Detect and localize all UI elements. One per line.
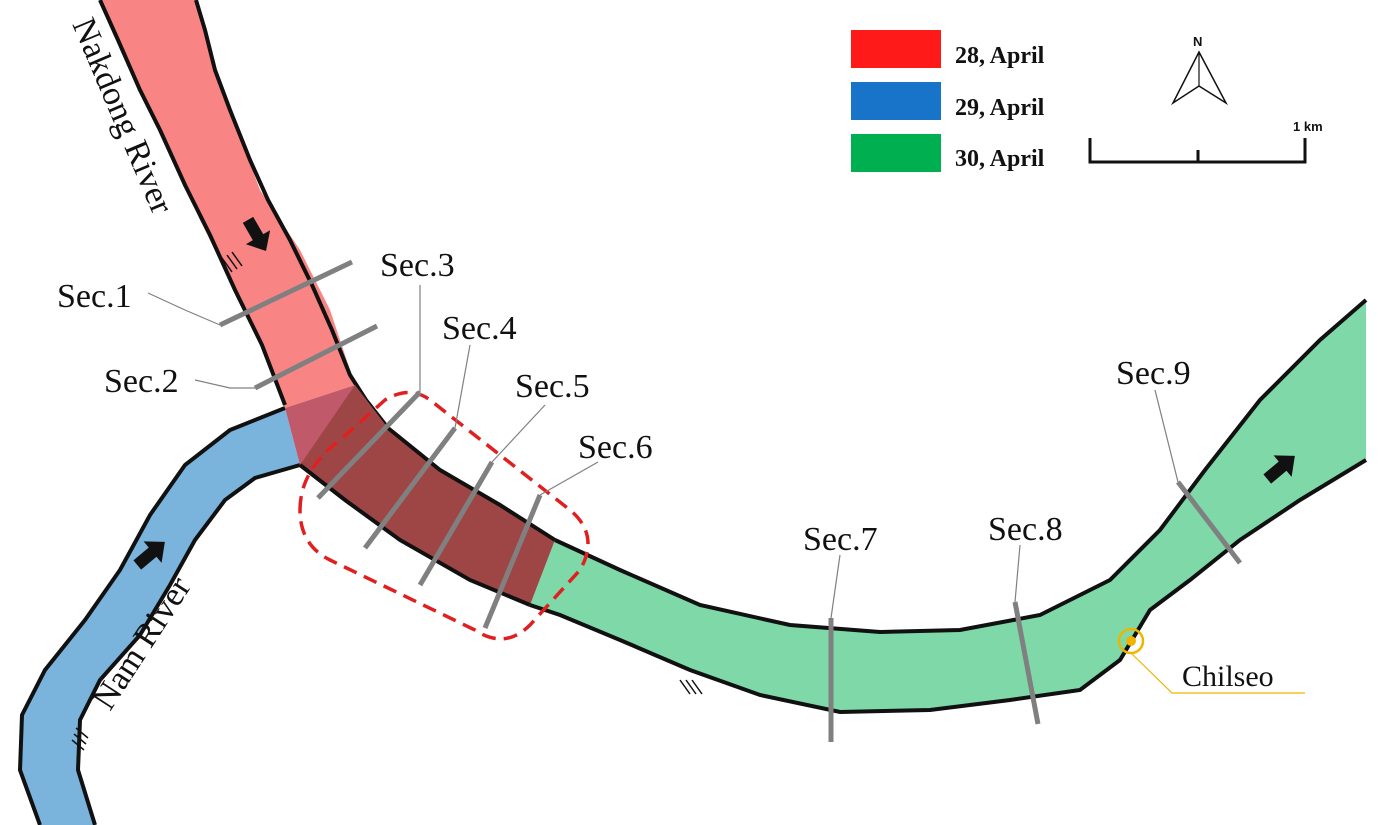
nakdong-east-bank xyxy=(194,0,390,430)
flow-arrow-nakdong xyxy=(242,216,271,252)
sec2-label: Sec.2 xyxy=(104,363,179,400)
sec9-leader xyxy=(1154,389,1179,483)
scale-label: 1 km xyxy=(1293,119,1323,134)
north-arrow-icon xyxy=(1171,50,1228,106)
highlight-box xyxy=(298,390,590,641)
downstream-south-bank xyxy=(529,458,1368,715)
embankment-hatch xyxy=(71,251,703,751)
sec6-leader xyxy=(539,461,599,496)
nakdong-west-bank xyxy=(98,0,287,406)
flow-arrow-downstream xyxy=(1263,455,1295,484)
legend-swatch-28-april xyxy=(851,30,941,68)
chilseo-label: Chilseo xyxy=(1182,660,1274,693)
sec4-line xyxy=(363,426,457,550)
nam-west-bank xyxy=(17,406,286,825)
sec9-label: Sec.9 xyxy=(1116,355,1191,392)
nakdong-reach xyxy=(100,0,355,408)
sec8-line xyxy=(1012,601,1041,725)
sec5-label: Sec.5 xyxy=(515,368,590,405)
sec5-leader xyxy=(491,404,546,463)
sec1-line xyxy=(218,259,354,328)
sec3-label: Sec.3 xyxy=(380,247,455,284)
legend-swatch-30-april xyxy=(851,134,941,172)
north-label: N xyxy=(1193,34,1202,49)
chilseo-marker xyxy=(1117,627,1305,694)
legend-label-30-april: 30, April xyxy=(955,146,1045,172)
downstream-north-bank xyxy=(554,298,1368,635)
sec9-line xyxy=(1176,480,1242,565)
sec8-leader xyxy=(1014,544,1021,603)
legend-label-29-april: 29, April xyxy=(955,95,1045,121)
sec6-line xyxy=(482,494,543,629)
sec1-leader xyxy=(147,292,221,326)
sec1-label: Sec.1 xyxy=(57,278,132,315)
legend-label-28-april: 28, April xyxy=(955,43,1045,69)
overlap-zone xyxy=(300,385,555,605)
legend-swatch-29-april xyxy=(851,82,941,120)
sec7-label: Sec.7 xyxy=(803,521,878,558)
sec4-label: Sec.4 xyxy=(442,310,517,347)
legend: 28, April 29, April 30, April xyxy=(851,30,1045,172)
flow-arrow-nam xyxy=(133,541,165,570)
sec2-leader xyxy=(194,379,255,389)
sec4-leader xyxy=(454,344,471,429)
sec2-line xyxy=(253,323,379,391)
sec8-label: Sec.8 xyxy=(988,511,1063,548)
sec6-label: Sec.6 xyxy=(578,429,653,466)
sec3-line xyxy=(316,390,422,500)
scale-bar xyxy=(1088,138,1307,164)
nam-reach xyxy=(20,408,300,825)
downstream-reach xyxy=(530,300,1366,712)
sec7-leader xyxy=(830,554,841,619)
sec5-line xyxy=(417,460,495,587)
